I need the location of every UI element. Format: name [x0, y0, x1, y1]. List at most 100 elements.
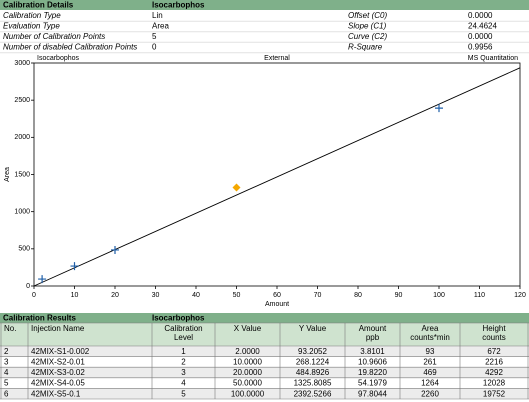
y-tick-label: 500 [18, 246, 30, 253]
detail-label: Number of disabled Calibration Points [3, 43, 137, 52]
detail-label: R-Square [348, 43, 383, 52]
detail-label: Evaluation Type [3, 22, 60, 31]
detail-value: Area [152, 22, 169, 31]
x-tick-label: 60 [273, 292, 281, 299]
detail-value: 0.0000 [468, 11, 493, 20]
table-cell: 484.8926 [296, 368, 330, 377]
detail-label: Calibration Type [3, 11, 61, 20]
table-cell: 19752 [483, 389, 506, 398]
table-cell: 10.0000 [233, 358, 262, 367]
table-cell: 469 [423, 368, 437, 377]
point [38, 275, 47, 284]
table-cell: 261 [423, 358, 437, 367]
results-header-bar [0, 313, 529, 323]
point [111, 245, 119, 254]
table-cell: 2216 [485, 358, 503, 367]
x-tick-label: 20 [111, 292, 119, 299]
y-tick-label: 1500 [14, 171, 30, 178]
x-tick-label: 0 [32, 292, 36, 299]
row-bg [0, 356, 529, 368]
column-header: counts [482, 333, 506, 342]
plot-frame [33, 62, 521, 287]
table-cell: 5 [181, 389, 186, 398]
table-cell: 4292 [485, 368, 503, 377]
detail-label: Number of Calibration Points [3, 32, 105, 41]
table-cell: 3 [181, 368, 186, 377]
column-header: Calibration [164, 324, 202, 333]
table-cell: 2 [181, 358, 186, 367]
detail-value: 0.0000 [468, 32, 493, 41]
x-tick-label: 10 [71, 292, 79, 299]
column-header: Amount [359, 324, 387, 333]
table-cell: 1 [181, 347, 186, 356]
table-cell: 268.1224 [296, 358, 330, 367]
y-tick-label: 3000 [14, 60, 30, 67]
x-axis-label: Amount [265, 301, 289, 308]
chart-title-left: Isocarbophos [37, 55, 80, 62]
detail-value: 0.9956 [468, 43, 493, 52]
table-cell: 42MIX-S4-0.05 [31, 379, 85, 388]
y-tick-label: 1000 [14, 209, 30, 216]
details-compound: Isocarbophos [152, 1, 205, 10]
column-header: Injection Name [31, 324, 85, 333]
row-bg [0, 377, 529, 389]
chart-title-right: MS Quantitation [468, 55, 518, 62]
column-header: X Value [234, 324, 262, 333]
column-header: Height [482, 324, 506, 333]
x-tick-label: 120 [514, 292, 526, 299]
table-cell: 10.9606 [358, 358, 387, 367]
details-header-bar [0, 0, 529, 10]
y-tick-label: 0 [26, 283, 30, 290]
chart-title: External [264, 55, 290, 62]
x-tick-label: 110 [474, 292, 485, 299]
y-tick-label: 2500 [14, 97, 30, 104]
table-cell: 2.0000 [235, 347, 260, 356]
table-cell: 19.8220 [358, 368, 387, 377]
column-header: Y Value [299, 324, 327, 333]
table-cell: 2 [4, 347, 9, 356]
point [70, 262, 79, 271]
row-bg [0, 367, 529, 378]
table-cell: 42MIX-S2-0.01 [31, 358, 85, 367]
detail-label: Curve (C2) [348, 32, 387, 41]
x-tick-label: 30 [152, 292, 160, 299]
table-cell: 54.1979 [358, 379, 387, 388]
x-tick-label: 40 [192, 292, 200, 299]
table-cell: 672 [487, 347, 501, 356]
x-tick-label: 70 [314, 292, 322, 299]
results-title: Calibration Results [3, 314, 76, 323]
results-compound: Isocarbophos [152, 314, 205, 323]
table-cell: 2260 [421, 389, 439, 398]
table-cell: 50.0000 [233, 379, 262, 388]
column-header: No. [4, 324, 16, 333]
table-cell: 93 [426, 347, 435, 356]
fit-line [33, 67, 521, 287]
point [232, 183, 241, 192]
y-tick-label: 2000 [14, 134, 30, 141]
detail-value: 24.4624 [468, 22, 497, 31]
y-axis-label: Area [4, 167, 11, 182]
detail-label: Slope (C1) [348, 22, 387, 31]
column-header: ppb [366, 333, 380, 342]
detail-value: 0 [152, 43, 157, 52]
table-cell: 1325.8085 [294, 379, 332, 388]
x-tick-label: 100 [433, 292, 445, 299]
table-cell: 1264 [421, 379, 439, 388]
row-bg [0, 346, 529, 357]
table-cell: 4 [181, 379, 186, 388]
x-tick-label: 50 [233, 292, 241, 299]
point [435, 104, 443, 113]
column-header: counts*min [410, 333, 450, 342]
detail-label: Offset (C0) [348, 11, 387, 20]
table-cell: 12028 [483, 379, 506, 388]
table-cell: 3 [4, 358, 9, 367]
table-cell: 4 [4, 368, 9, 377]
detail-value: Lin [152, 11, 163, 20]
table-cell: 20.0000 [233, 368, 262, 377]
table-cell: 42MIX-S1-0.002 [31, 347, 90, 356]
table-cell: 42MIX-S3-0.02 [31, 368, 85, 377]
table-cell: 100.0000 [231, 389, 265, 398]
table-cell: 5 [4, 379, 9, 388]
x-tick-label: 80 [354, 292, 362, 299]
